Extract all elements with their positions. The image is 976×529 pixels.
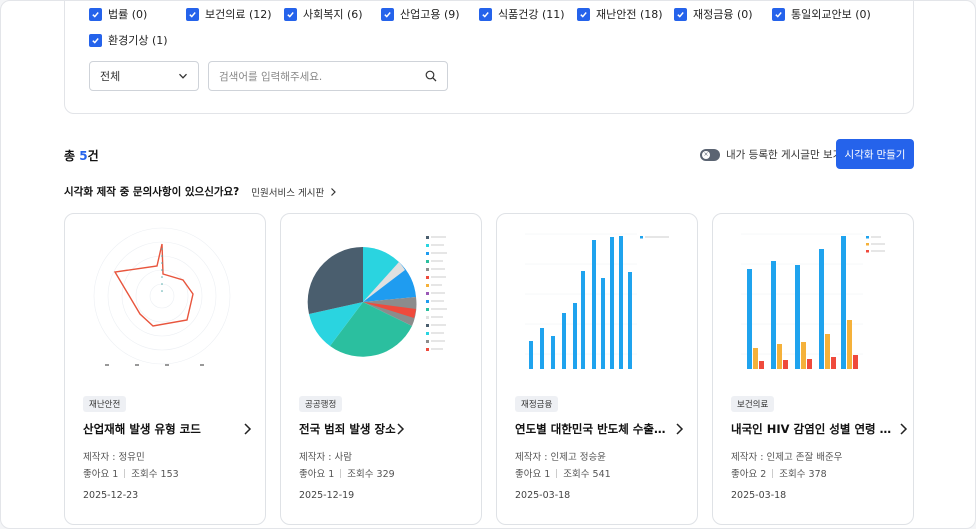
total-count: 총 5건 [64, 147, 99, 164]
create-visualization-button[interactable]: 시각화 만들기 [836, 139, 914, 169]
divider [556, 468, 558, 478]
filter-label: 환경기상 (1) [108, 34, 168, 47]
pie-chart-thumbnail [307, 236, 447, 357]
inquiry-text: 시각화 제작 중 문의사항이 있으신가요? [64, 186, 240, 198]
card-stats: 좋아요 1 조회수 153 [83, 466, 179, 480]
inquiry-link[interactable]: 민원서비스 게시판 [251, 185, 338, 199]
card-author: 제작자 : 사람 [299, 452, 352, 463]
search-input[interactable]: 검색어를 입력해주세요. [208, 61, 448, 91]
card-date: 2025-12-19 [299, 490, 355, 501]
card-title[interactable]: 산업재해 발생 유형 코드 [83, 422, 201, 436]
filter-label: 통일외교안보 (0) [791, 8, 871, 21]
filter-checkbox-welfare[interactable]: 사회복지 (6) [284, 6, 381, 22]
filter-label: 재난안전 (18) [596, 8, 663, 21]
divider [124, 468, 126, 478]
filter-label: 법률 (0) [108, 8, 148, 21]
like-count: 좋아요 1 [83, 469, 119, 480]
filter-checkbox-unification[interactable]: 통일외교안보 (0) [772, 6, 872, 22]
total-suffix: 건 [87, 149, 99, 163]
like-count: 좋아요 1 [299, 469, 335, 480]
visualization-card[interactable]: 보건의료 내국인 HIV 감염인 성별 연령 현황 제작자 : 인제고 존잘 배… [712, 213, 914, 525]
chevron-right-icon[interactable] [673, 421, 687, 437]
checkbox-checked-icon[interactable] [89, 33, 102, 47]
checkbox-checked-icon[interactable] [577, 7, 590, 21]
card-author: 제작자 : 인제고 정승윤 [515, 452, 606, 463]
filter-checkbox-environment[interactable]: 환경기상 (1) [89, 32, 168, 48]
card-date: 2025-12-23 [83, 490, 139, 501]
filter-checkbox-food[interactable]: 식품건강 (11) [479, 6, 577, 22]
category-badge: 재난안전 [83, 396, 127, 412]
visualization-card[interactable]: 공공행정 전국 범죄 발생 장소 제작자 : 사람 좋아요 1 조회수 329 2… [280, 213, 482, 525]
like-count: 좋아요 1 [515, 469, 551, 480]
filter-checkbox-health[interactable]: 보건의료 (12) [186, 6, 284, 22]
card-title[interactable]: 내국인 HIV 감염인 성별 연령 현황 [731, 422, 896, 436]
chevron-right-icon[interactable] [241, 421, 255, 437]
category-badge: 공공행정 [299, 396, 343, 412]
checkbox-checked-icon[interactable] [674, 7, 687, 21]
card-title[interactable]: 연도별 대한민국 반도체 수출… [515, 422, 666, 436]
total-number: 5 [79, 149, 88, 163]
filter-checkbox-finance[interactable]: 재정금융 (0) [674, 6, 772, 22]
visualization-card[interactable]: 재정금융 연도별 대한민국 반도체 수출… 제작자 : 인제고 정승윤 좋아요 … [496, 213, 698, 525]
like-count: 좋아요 2 [731, 469, 767, 480]
category-badge: 보건의료 [731, 396, 775, 412]
card-date: 2025-03-18 [515, 490, 571, 501]
filter-checkbox-industry[interactable]: 산업고용 (9) [381, 6, 479, 22]
filter-label: 보건의료 (12) [205, 8, 272, 21]
filter-label: 재정금융 (0) [693, 8, 753, 21]
chevron-right-icon[interactable] [897, 421, 911, 437]
filter-panel: 법률 (0) 보건의료 (12) 사회복지 (6) 산업고용 (9) 식품건강 … [64, 1, 914, 114]
chevron-right-icon [331, 187, 337, 196]
toggle-switch[interactable]: × [700, 148, 720, 161]
checkbox-checked-icon[interactable] [772, 7, 785, 21]
search-placeholder: 검색어를 입력해주세요. [219, 70, 323, 83]
my-posts-toggle[interactable]: × 내가 등록한 게시글만 보기 [700, 147, 842, 162]
filter-checkbox-disaster[interactable]: 재난안전 (18) [577, 6, 674, 22]
category-filter-row-2: 환경기상 (1) [89, 32, 168, 48]
toggle-label: 내가 등록한 게시글만 보기 [726, 149, 843, 161]
card-stats: 좋아요 1 조회수 541 [515, 466, 611, 480]
divider [340, 468, 342, 478]
visualization-card[interactable]: 재난안전 산업재해 발생 유형 코드 제작자 : 정유민 좋아요 1 조회수 15… [64, 213, 266, 525]
checkbox-checked-icon[interactable] [284, 7, 297, 21]
checkbox-checked-icon[interactable] [381, 7, 394, 21]
divider [772, 468, 774, 478]
card-title[interactable]: 전국 범죄 발생 장소 [299, 422, 396, 436]
view-count: 조회수 329 [347, 469, 395, 480]
toggle-off-icon: × [702, 150, 710, 159]
inquiry-link-label: 민원서비스 게시판 [251, 187, 325, 199]
filter-checkbox-law[interactable]: 법률 (0) [89, 6, 186, 22]
checkbox-checked-icon[interactable] [89, 7, 102, 21]
card-date: 2025-03-18 [731, 490, 787, 501]
filter-label: 산업고용 (9) [400, 8, 460, 21]
scope-select-value: 전체 [100, 70, 121, 83]
category-filter-row-1: 법률 (0) 보건의료 (12) 사회복지 (6) 산업고용 (9) 식품건강 … [89, 6, 872, 22]
checkbox-checked-icon[interactable] [186, 7, 199, 21]
chevron-right-icon[interactable] [394, 421, 408, 437]
view-count: 조회수 541 [563, 469, 611, 480]
search-icon[interactable] [425, 70, 437, 82]
card-author: 제작자 : 정유민 [83, 452, 145, 463]
scope-select[interactable]: 전체 [89, 61, 199, 91]
inquiry-section: 시각화 제작 중 문의사항이 있으신가요? 민원서비스 게시판 [64, 184, 338, 199]
view-count: 조회수 378 [779, 469, 827, 480]
checkbox-checked-icon[interactable] [479, 7, 492, 21]
category-badge: 재정금융 [515, 396, 559, 412]
grouped-bar-chart-thumbnail [741, 233, 885, 369]
radar-chart-thumbnail [93, 227, 231, 366]
card-stats: 좋아요 2 조회수 378 [731, 466, 827, 480]
filter-label: 사회복지 (6) [303, 8, 363, 21]
card-author: 제작자 : 인제고 존잘 배준우 [731, 452, 843, 463]
bar-chart-thumbnail [525, 233, 669, 369]
total-prefix: 총 [64, 149, 76, 163]
card-stats: 좋아요 1 조회수 329 [299, 466, 395, 480]
chevron-down-icon [179, 73, 187, 79]
view-count: 조회수 153 [131, 469, 179, 480]
filter-label: 식품건강 (11) [498, 8, 565, 21]
